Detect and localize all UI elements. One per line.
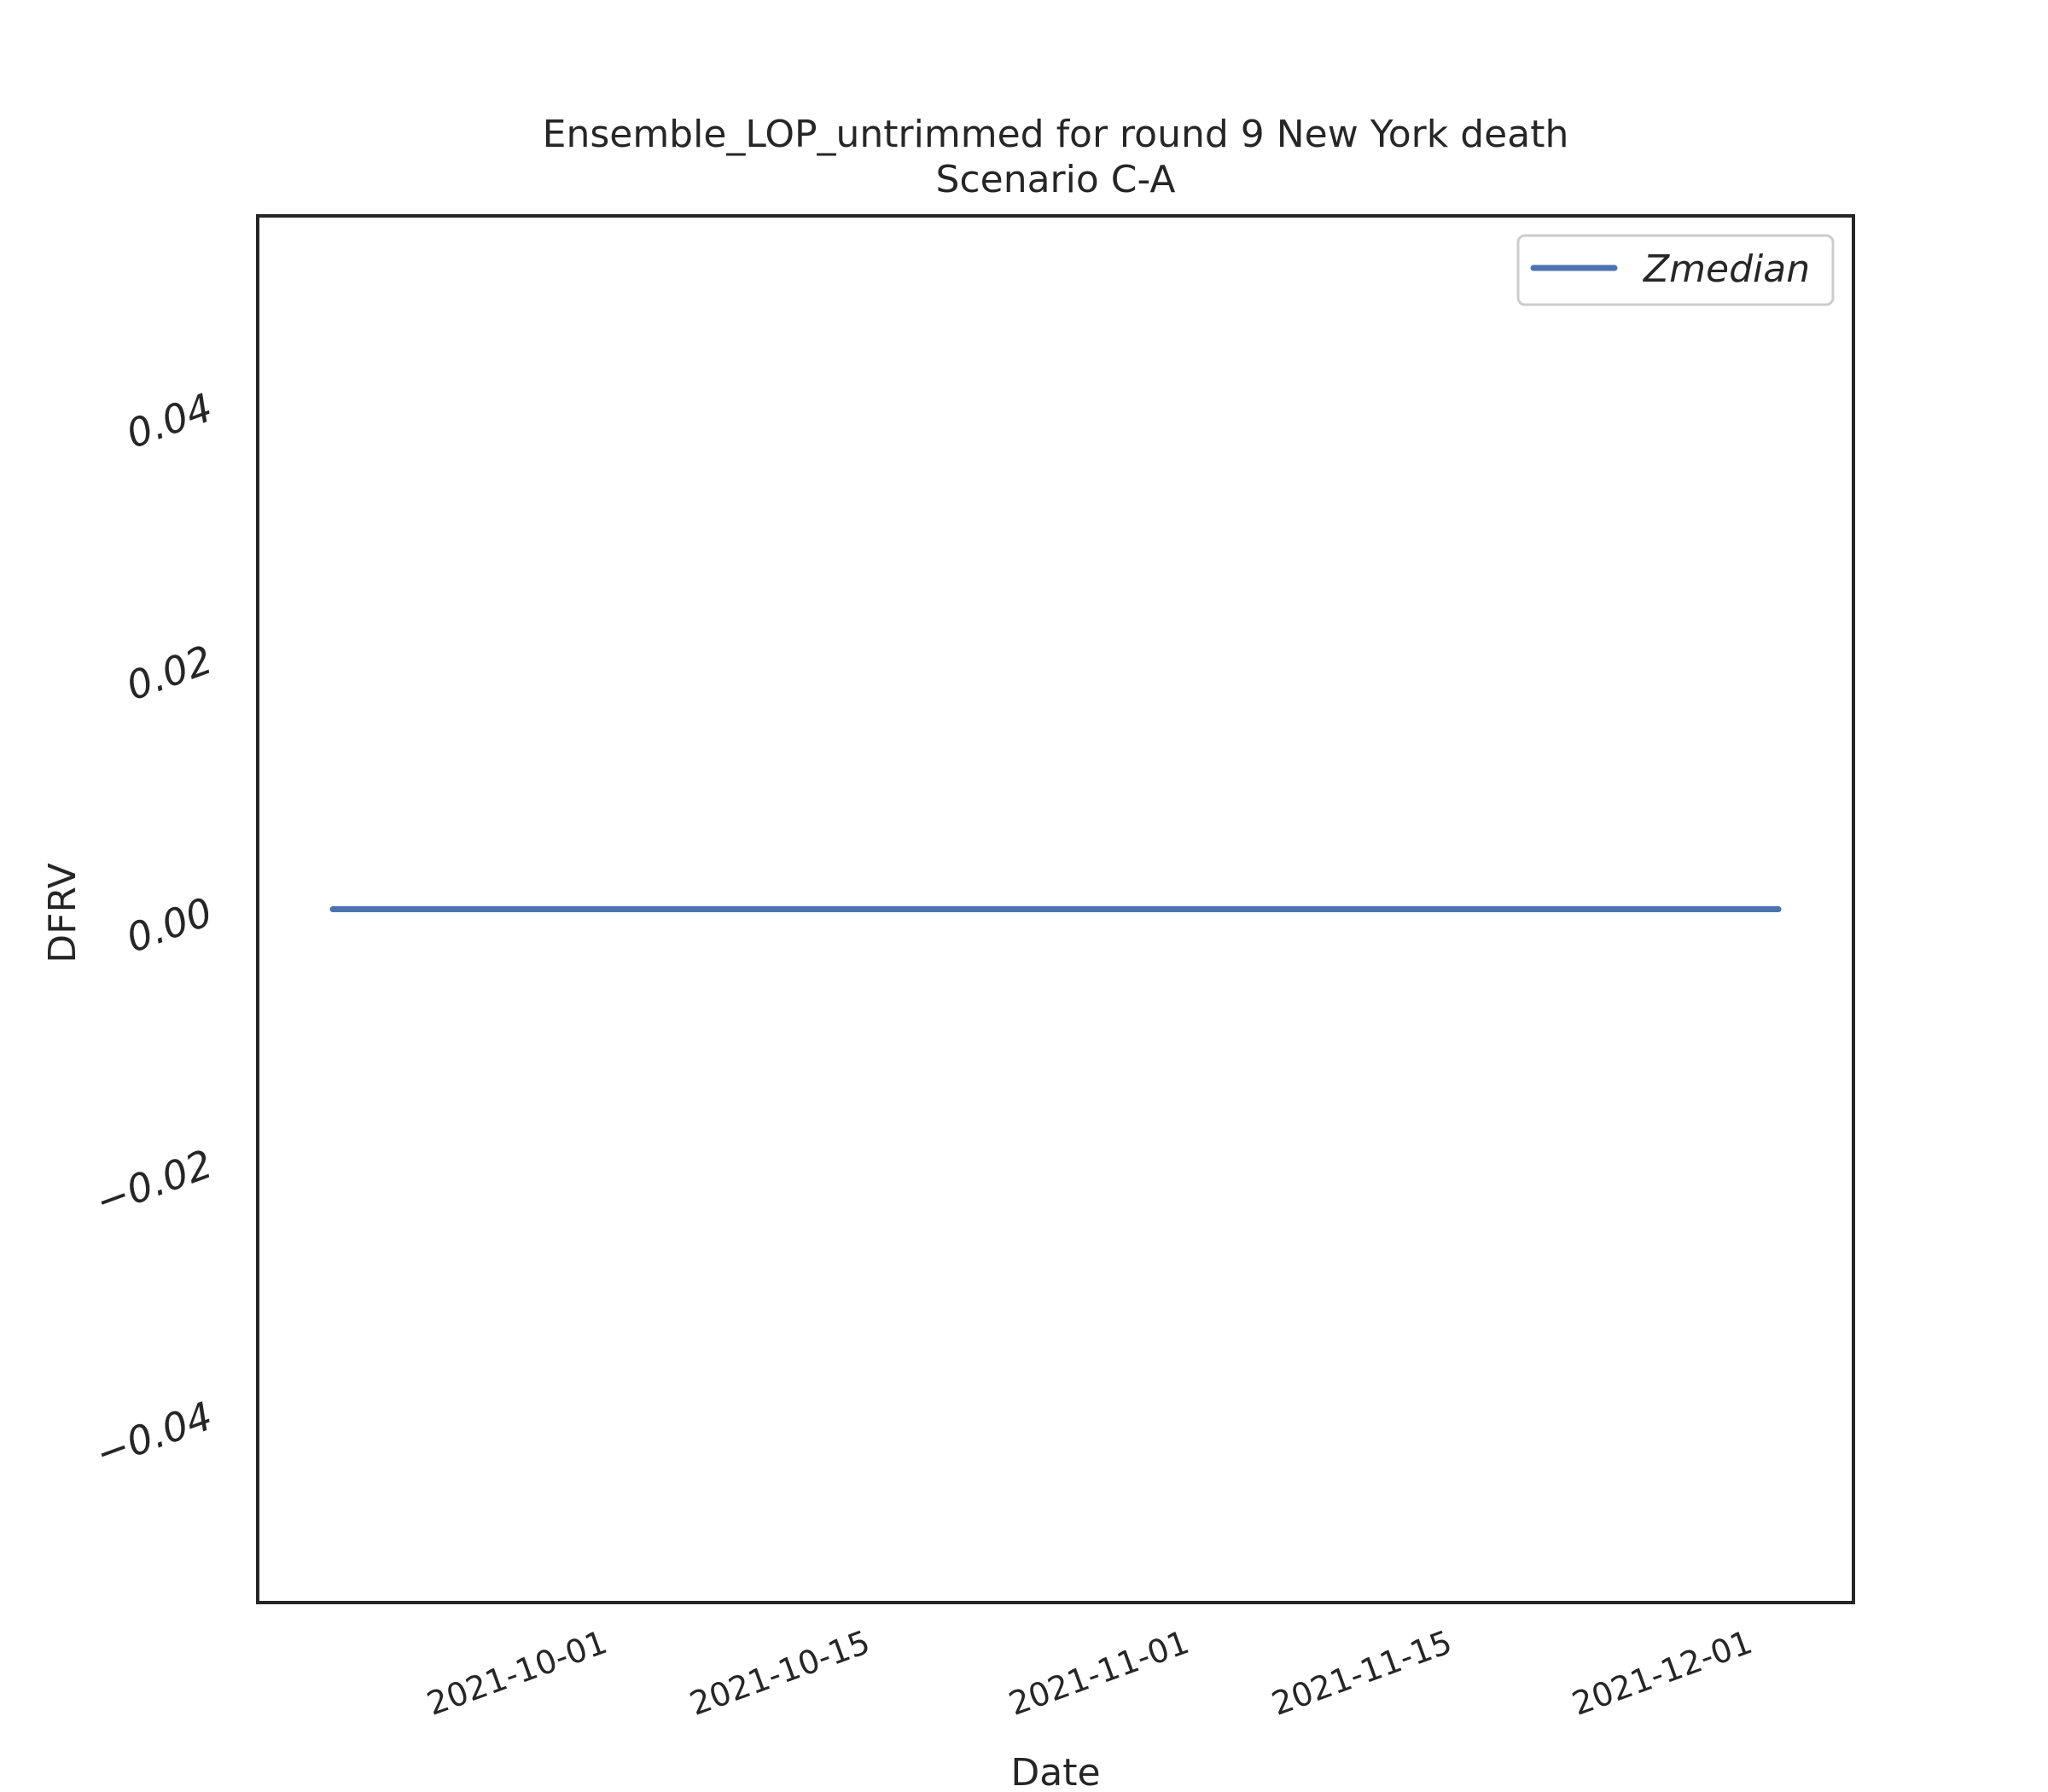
y-tick-label: 0.00 <box>120 888 218 962</box>
plot-area <box>256 214 1855 1604</box>
chart-title: Ensemble_LOP_untrimmed for round 9 New Y… <box>543 113 1569 156</box>
y-axis-ticks: 0.04 0.02 0.00 −0.02 −0.04 <box>90 384 218 1477</box>
y-tick-label: −0.04 <box>90 1393 218 1477</box>
x-axis-ticks: 2021-10-01 2021-10-15 2021-11-01 2021-11-15… <box>422 1623 1758 1723</box>
x-axis-label: Date <box>1010 1751 1100 1792</box>
x-tick-label: 2021-10-01 <box>422 1623 613 1723</box>
x-tick-label: 2021-12-01 <box>1568 1623 1758 1723</box>
y-tick-label: 0.02 <box>120 637 218 710</box>
chart-subtitle: Scenario C-A <box>936 158 1176 201</box>
x-tick-label: 2021-10-15 <box>685 1623 876 1723</box>
legend-label-zmedian: Zmedian <box>1643 247 1810 291</box>
y-axis-label: DFRV <box>41 863 84 963</box>
x-tick-label: 2021-11-15 <box>1267 1623 1457 1723</box>
legend-box <box>1516 234 1835 306</box>
x-tick-label: 2021-11-01 <box>1004 1623 1195 1723</box>
y-tick-label: 0.04 <box>120 384 218 457</box>
plot-frame <box>256 214 1855 1604</box>
y-tick-label: −0.02 <box>90 1141 218 1225</box>
legend: Zmedian <box>1516 234 1835 306</box>
